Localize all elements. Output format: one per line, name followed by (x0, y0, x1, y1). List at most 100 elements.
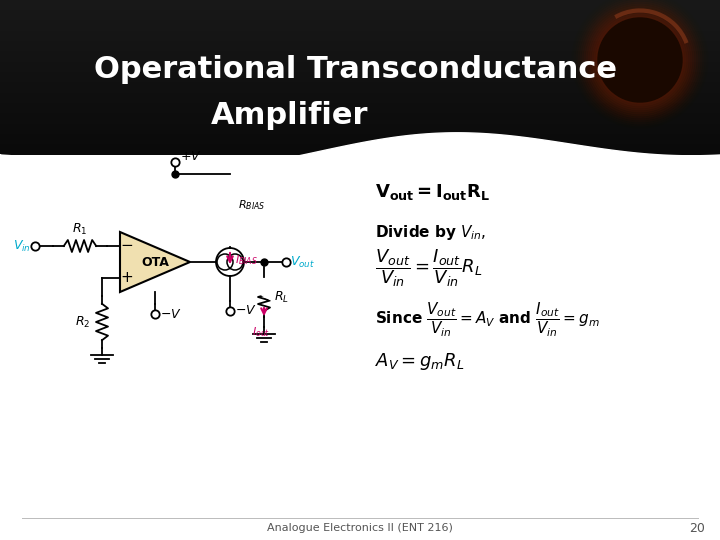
Bar (0, 6, 720, 7)
Bar (0, 41, 720, 42)
Bar (0, 86, 720, 87)
Bar (0, 140, 720, 141)
Bar (0, 120, 720, 121)
Bar (0, 92, 720, 93)
Bar (0, 31, 720, 32)
Bar (0, 30, 720, 31)
Bar (0, 89, 720, 90)
Bar (0, 101, 720, 102)
Bar (0, 111, 720, 112)
Bar (0, 2, 720, 3)
Bar (0, 87, 720, 88)
Bar (0, 130, 720, 131)
Bar (0, 42, 720, 43)
Bar (0, 88, 720, 89)
Bar (0, 71, 720, 72)
Text: $I_{BIAS}$: $I_{BIAS}$ (235, 253, 258, 267)
Bar (0, 109, 720, 110)
Circle shape (594, 14, 686, 106)
Bar (0, 66, 720, 67)
Bar (0, 84, 720, 85)
Text: $V_{in}$: $V_{in}$ (13, 239, 31, 254)
Bar (0, 132, 720, 133)
Circle shape (582, 2, 698, 118)
Text: $\mathbf{Since}\ \dfrac{V_{out}}{V_{in}} = A_V\ \mathbf{and}\ \dfrac{I_{out}}{V_: $\mathbf{Since}\ \dfrac{V_{out}}{V_{in}}… (375, 301, 600, 339)
Text: +: + (121, 271, 133, 286)
Bar (0, 115, 720, 116)
Bar (0, 33, 720, 34)
Circle shape (580, 0, 700, 120)
Bar (0, 57, 720, 58)
Text: Analogue Electronics II (ENT 216): Analogue Electronics II (ENT 216) (267, 523, 453, 533)
Bar (0, 72, 720, 73)
Bar (0, 1, 720, 2)
Bar (0, 59, 720, 60)
Bar (0, 0, 720, 1)
Bar (0, 128, 720, 129)
Text: $A_V = g_m R_L$: $A_V = g_m R_L$ (375, 352, 464, 373)
Bar (0, 145, 720, 146)
Bar (0, 18, 720, 19)
Text: $+V$: $+V$ (180, 150, 202, 163)
Bar (0, 11, 720, 12)
Text: $-V$: $-V$ (235, 305, 257, 318)
Bar (0, 38, 720, 39)
Bar (0, 15, 720, 16)
Bar (0, 50, 720, 51)
Circle shape (592, 12, 688, 108)
Bar (0, 32, 720, 33)
Bar (0, 144, 720, 145)
Bar (0, 100, 720, 101)
Bar (0, 149, 720, 150)
Bar (0, 73, 720, 74)
Bar (0, 135, 720, 136)
Text: $R_L$: $R_L$ (274, 289, 289, 305)
Bar (0, 116, 720, 117)
Bar (0, 134, 720, 135)
Bar (0, 105, 720, 106)
Bar (0, 58, 720, 59)
Bar (0, 56, 720, 57)
Bar (0, 69, 720, 70)
Bar (0, 142, 720, 143)
Text: $I_{out}$: $I_{out}$ (252, 325, 270, 339)
Bar (0, 64, 720, 65)
Bar (0, 152, 720, 153)
Bar (0, 77, 720, 78)
Bar (0, 141, 720, 142)
Bar (0, 93, 720, 94)
Bar (0, 63, 720, 64)
Bar (0, 118, 720, 119)
Circle shape (596, 16, 684, 104)
Bar (0, 137, 720, 138)
Bar (0, 147, 720, 148)
Bar (0, 36, 720, 37)
Bar (0, 28, 720, 29)
Bar (0, 85, 720, 86)
Bar (0, 49, 720, 50)
Bar (0, 25, 720, 26)
Bar (0, 122, 720, 123)
Text: −: − (121, 239, 133, 253)
Bar (0, 14, 720, 15)
Bar (0, 26, 720, 27)
Bar (0, 114, 720, 115)
Bar (0, 27, 720, 28)
Bar (0, 10, 720, 11)
Bar (0, 21, 720, 22)
Bar (0, 99, 720, 100)
Circle shape (590, 10, 690, 110)
Bar (0, 45, 720, 46)
Bar (0, 107, 720, 108)
Bar (0, 19, 720, 20)
Bar (0, 22, 720, 23)
Bar (0, 24, 720, 25)
Text: $\mathbf{Divide\ by\ }V_{in},$: $\mathbf{Divide\ by\ }V_{in},$ (375, 222, 486, 241)
Bar (0, 146, 720, 147)
Text: $-V$: $-V$ (160, 307, 181, 321)
Bar (0, 55, 720, 56)
Bar (0, 39, 720, 40)
Bar (0, 12, 720, 13)
Bar (0, 3, 720, 4)
Circle shape (584, 4, 696, 116)
